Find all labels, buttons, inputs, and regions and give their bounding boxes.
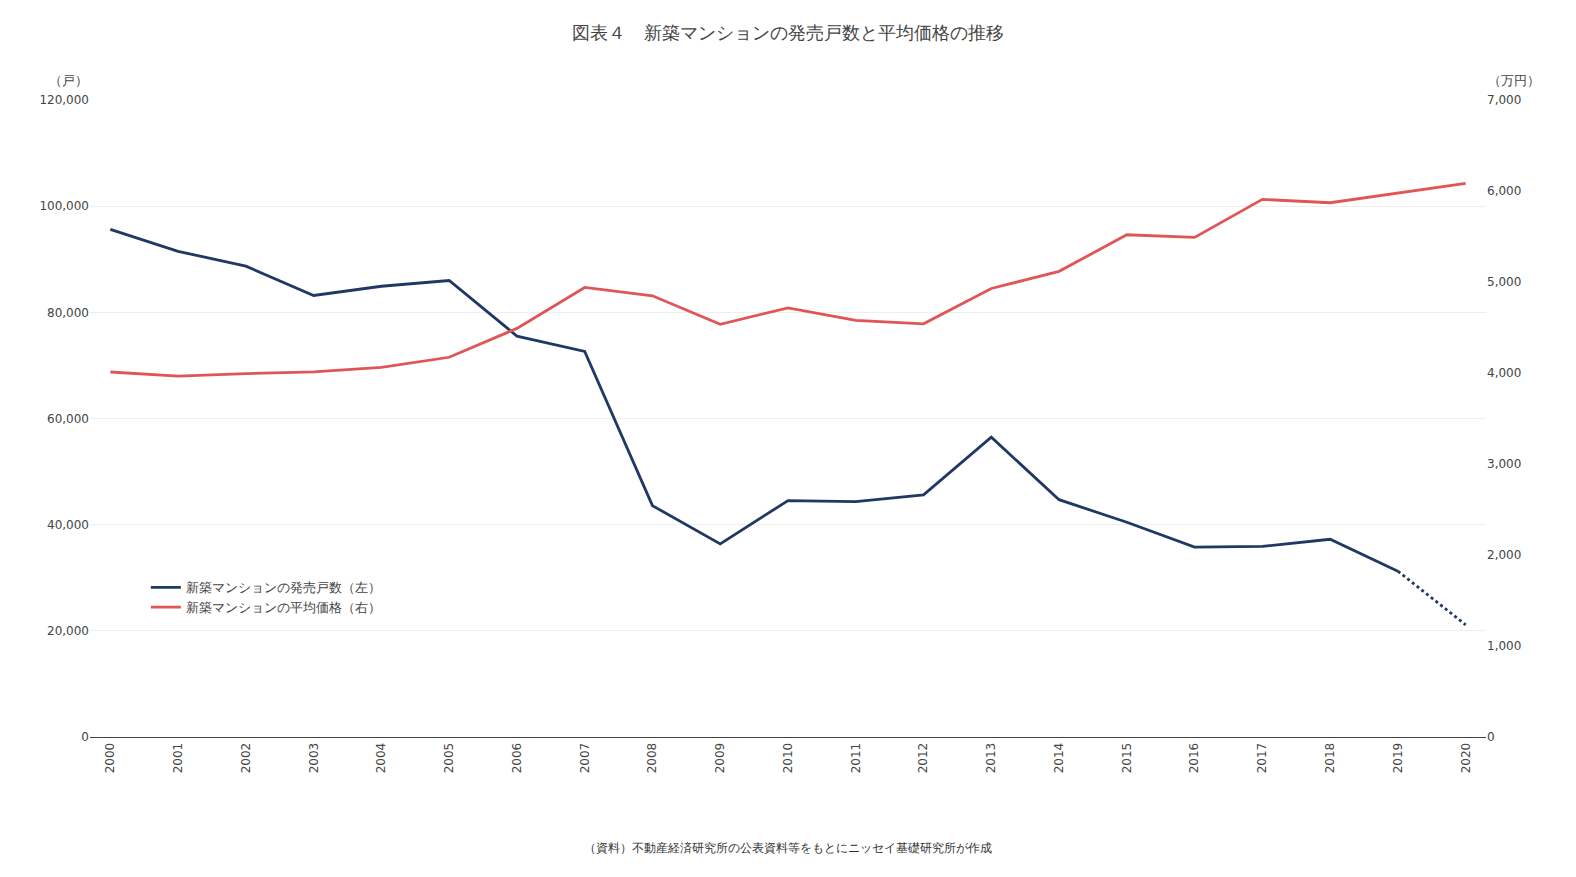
svg-text:2007: 2007: [578, 743, 592, 774]
svg-text:1,000: 1,000: [1487, 639, 1521, 653]
svg-text:3,000: 3,000: [1487, 457, 1521, 471]
svg-text:（戸）: （戸）: [49, 73, 88, 88]
svg-text:2001: 2001: [171, 743, 185, 774]
svg-text:100,000: 100,000: [39, 199, 89, 213]
svg-text:2009: 2009: [713, 743, 727, 774]
svg-text:40,000: 40,000: [47, 518, 89, 532]
svg-text:2011: 2011: [849, 743, 863, 774]
svg-text:2017: 2017: [1255, 743, 1269, 774]
svg-text:5,000: 5,000: [1487, 275, 1521, 289]
svg-text:2002: 2002: [239, 743, 253, 774]
svg-text:2010: 2010: [781, 743, 795, 774]
svg-text:0: 0: [81, 730, 89, 744]
svg-text:6,000: 6,000: [1487, 184, 1521, 198]
svg-text:4,000: 4,000: [1487, 366, 1521, 380]
svg-text:60,000: 60,000: [47, 412, 89, 426]
svg-text:2020: 2020: [1459, 743, 1473, 774]
svg-text:120,000: 120,000: [39, 93, 89, 107]
svg-text:2008: 2008: [645, 743, 659, 774]
svg-text:2019: 2019: [1391, 743, 1405, 774]
svg-text:7,000: 7,000: [1487, 93, 1521, 107]
svg-text:2015: 2015: [1120, 743, 1134, 774]
svg-text:（資料）不動産経済研究所の公表資料等をもとにニッセイ基礎研究: （資料）不動産経済研究所の公表資料等をもとにニッセイ基礎研究所が作成: [584, 841, 992, 855]
svg-text:2004: 2004: [374, 743, 388, 774]
svg-text:80,000: 80,000: [47, 306, 89, 320]
svg-text:2013: 2013: [984, 743, 998, 774]
svg-text:新築マンションの平均価格（右）: 新築マンションの平均価格（右）: [186, 600, 381, 615]
svg-text:2006: 2006: [510, 743, 524, 774]
svg-text:図表４ 新築マンションの発売戸数と平均価格の推移: 図表４ 新築マンションの発売戸数と平均価格の推移: [572, 22, 1004, 43]
svg-text:2005: 2005: [442, 743, 456, 774]
svg-text:2012: 2012: [916, 743, 930, 774]
svg-text:0: 0: [1487, 730, 1495, 744]
svg-text:2014: 2014: [1052, 743, 1066, 774]
svg-text:20,000: 20,000: [47, 624, 89, 638]
svg-text:2003: 2003: [307, 743, 321, 774]
svg-text:2016: 2016: [1188, 743, 1202, 774]
svg-text:（万円）: （万円）: [1488, 73, 1540, 88]
svg-text:新築マンションの発売戸数（左）: 新築マンションの発売戸数（左）: [186, 580, 381, 595]
svg-text:2000: 2000: [103, 743, 117, 774]
svg-text:2,000: 2,000: [1487, 548, 1521, 562]
svg-text:2018: 2018: [1323, 743, 1337, 774]
